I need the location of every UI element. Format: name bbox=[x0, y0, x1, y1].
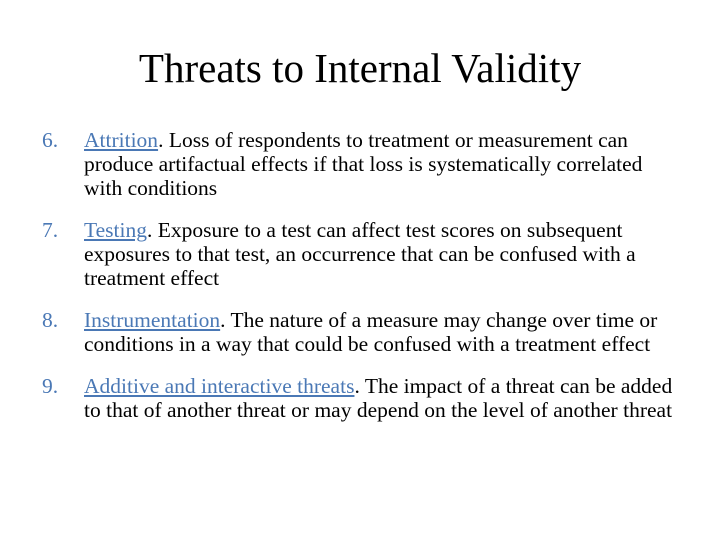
additive-interactive-threats-link[interactable]: Additive and interactive threats bbox=[84, 374, 355, 398]
item-description: . The nature of a measure may change ove… bbox=[84, 308, 658, 356]
item-description: . The impact of a threat can be added to… bbox=[84, 374, 673, 422]
list-item-instrumentation: 8. Instrumentation. The nature of a meas… bbox=[0, 308, 684, 356]
item-description: . Loss of respondents to treatment or me… bbox=[84, 128, 643, 200]
list-item-additive-interactive: 9. Additive and interactive threats. The… bbox=[0, 374, 684, 422]
list-item-testing: 7. Testing. Exposure to a test can affec… bbox=[0, 218, 684, 290]
slide-title: Threats to Internal Validity bbox=[138, 45, 582, 91]
instrumentation-link[interactable]: Instrumentation bbox=[84, 308, 221, 332]
item-description: . Exposure to a test can affect test sco… bbox=[84, 218, 636, 290]
item-number: 8. bbox=[42, 308, 59, 332]
item-number: 6. bbox=[42, 128, 59, 152]
list-item-attrition: 6. Attrition. Loss of respondents to tre… bbox=[0, 128, 684, 200]
item-number: 9. bbox=[42, 374, 59, 398]
threat-list: 6. Attrition. Loss of respondents to tre… bbox=[0, 128, 720, 440]
attrition-link[interactable]: Attrition bbox=[84, 128, 159, 152]
testing-link[interactable]: Testing bbox=[84, 218, 147, 242]
item-number: 7. bbox=[42, 218, 59, 242]
